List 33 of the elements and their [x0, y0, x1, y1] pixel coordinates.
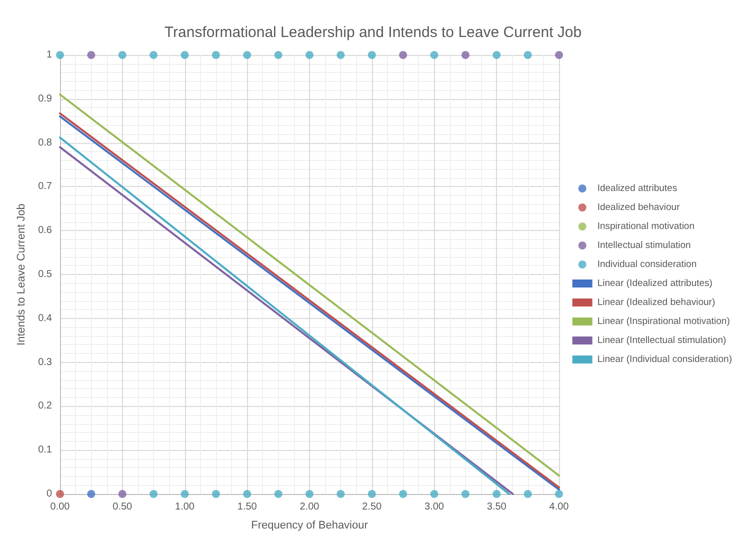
x-tick-label: 3.50	[486, 502, 507, 512]
legend-label: Linear (Idealized attributes)	[597, 278, 712, 289]
x-tick-label: 0.50	[112, 502, 133, 512]
legend-label: Linear (Idealized behaviour)	[597, 297, 716, 308]
chart-title: Transformational Leadership and Intends to Leave Current Job	[164, 24, 582, 41]
y-tick-label: 0.2	[38, 400, 52, 412]
y-tick-label: 0.5	[38, 269, 52, 280]
x-tick-label: 1.00	[175, 502, 195, 512]
y-tick-label: 0.7	[38, 181, 52, 192]
x-tick-label: 1.50	[237, 502, 258, 512]
legend-label: Linear (Individual consideration)	[597, 354, 732, 365]
y-tick-label: 0.9	[38, 93, 52, 104]
x-tick-label: 3.00	[424, 502, 444, 512]
legend-label: Idealized attributes	[597, 183, 678, 194]
y-tick-label: 0	[46, 488, 52, 500]
y-tick-label: 0.1	[38, 444, 52, 456]
legend-label: Idealized behaviour	[597, 202, 680, 213]
x-tick-label: 2.50	[362, 502, 382, 512]
x-tick-label: 2.00	[300, 502, 320, 512]
y-tick-label: 0.8	[38, 137, 52, 148]
y-tick-label: 0.3	[38, 356, 52, 368]
legend-label: Linear (Intellectual stimulation)	[597, 335, 726, 346]
legend-label: Linear (Inspirational motivation)	[597, 316, 730, 327]
x-axis-title: Frequency of Behaviour	[251, 520, 368, 532]
x-tick-label: 4.00	[549, 502, 570, 512]
legend-label: Inspirational motivation	[597, 221, 695, 232]
x-tick-label: 0.00	[50, 502, 70, 512]
legend-label: Individual consideration	[597, 259, 697, 270]
legend-label: Intellectual stimulation	[597, 240, 691, 251]
y-tick-label: 1	[46, 50, 52, 60]
y-axis-title: Intends to Leave Current Job	[16, 204, 28, 346]
y-tick-label: 0.6	[38, 225, 52, 236]
y-tick-label: 0.4	[38, 312, 52, 324]
